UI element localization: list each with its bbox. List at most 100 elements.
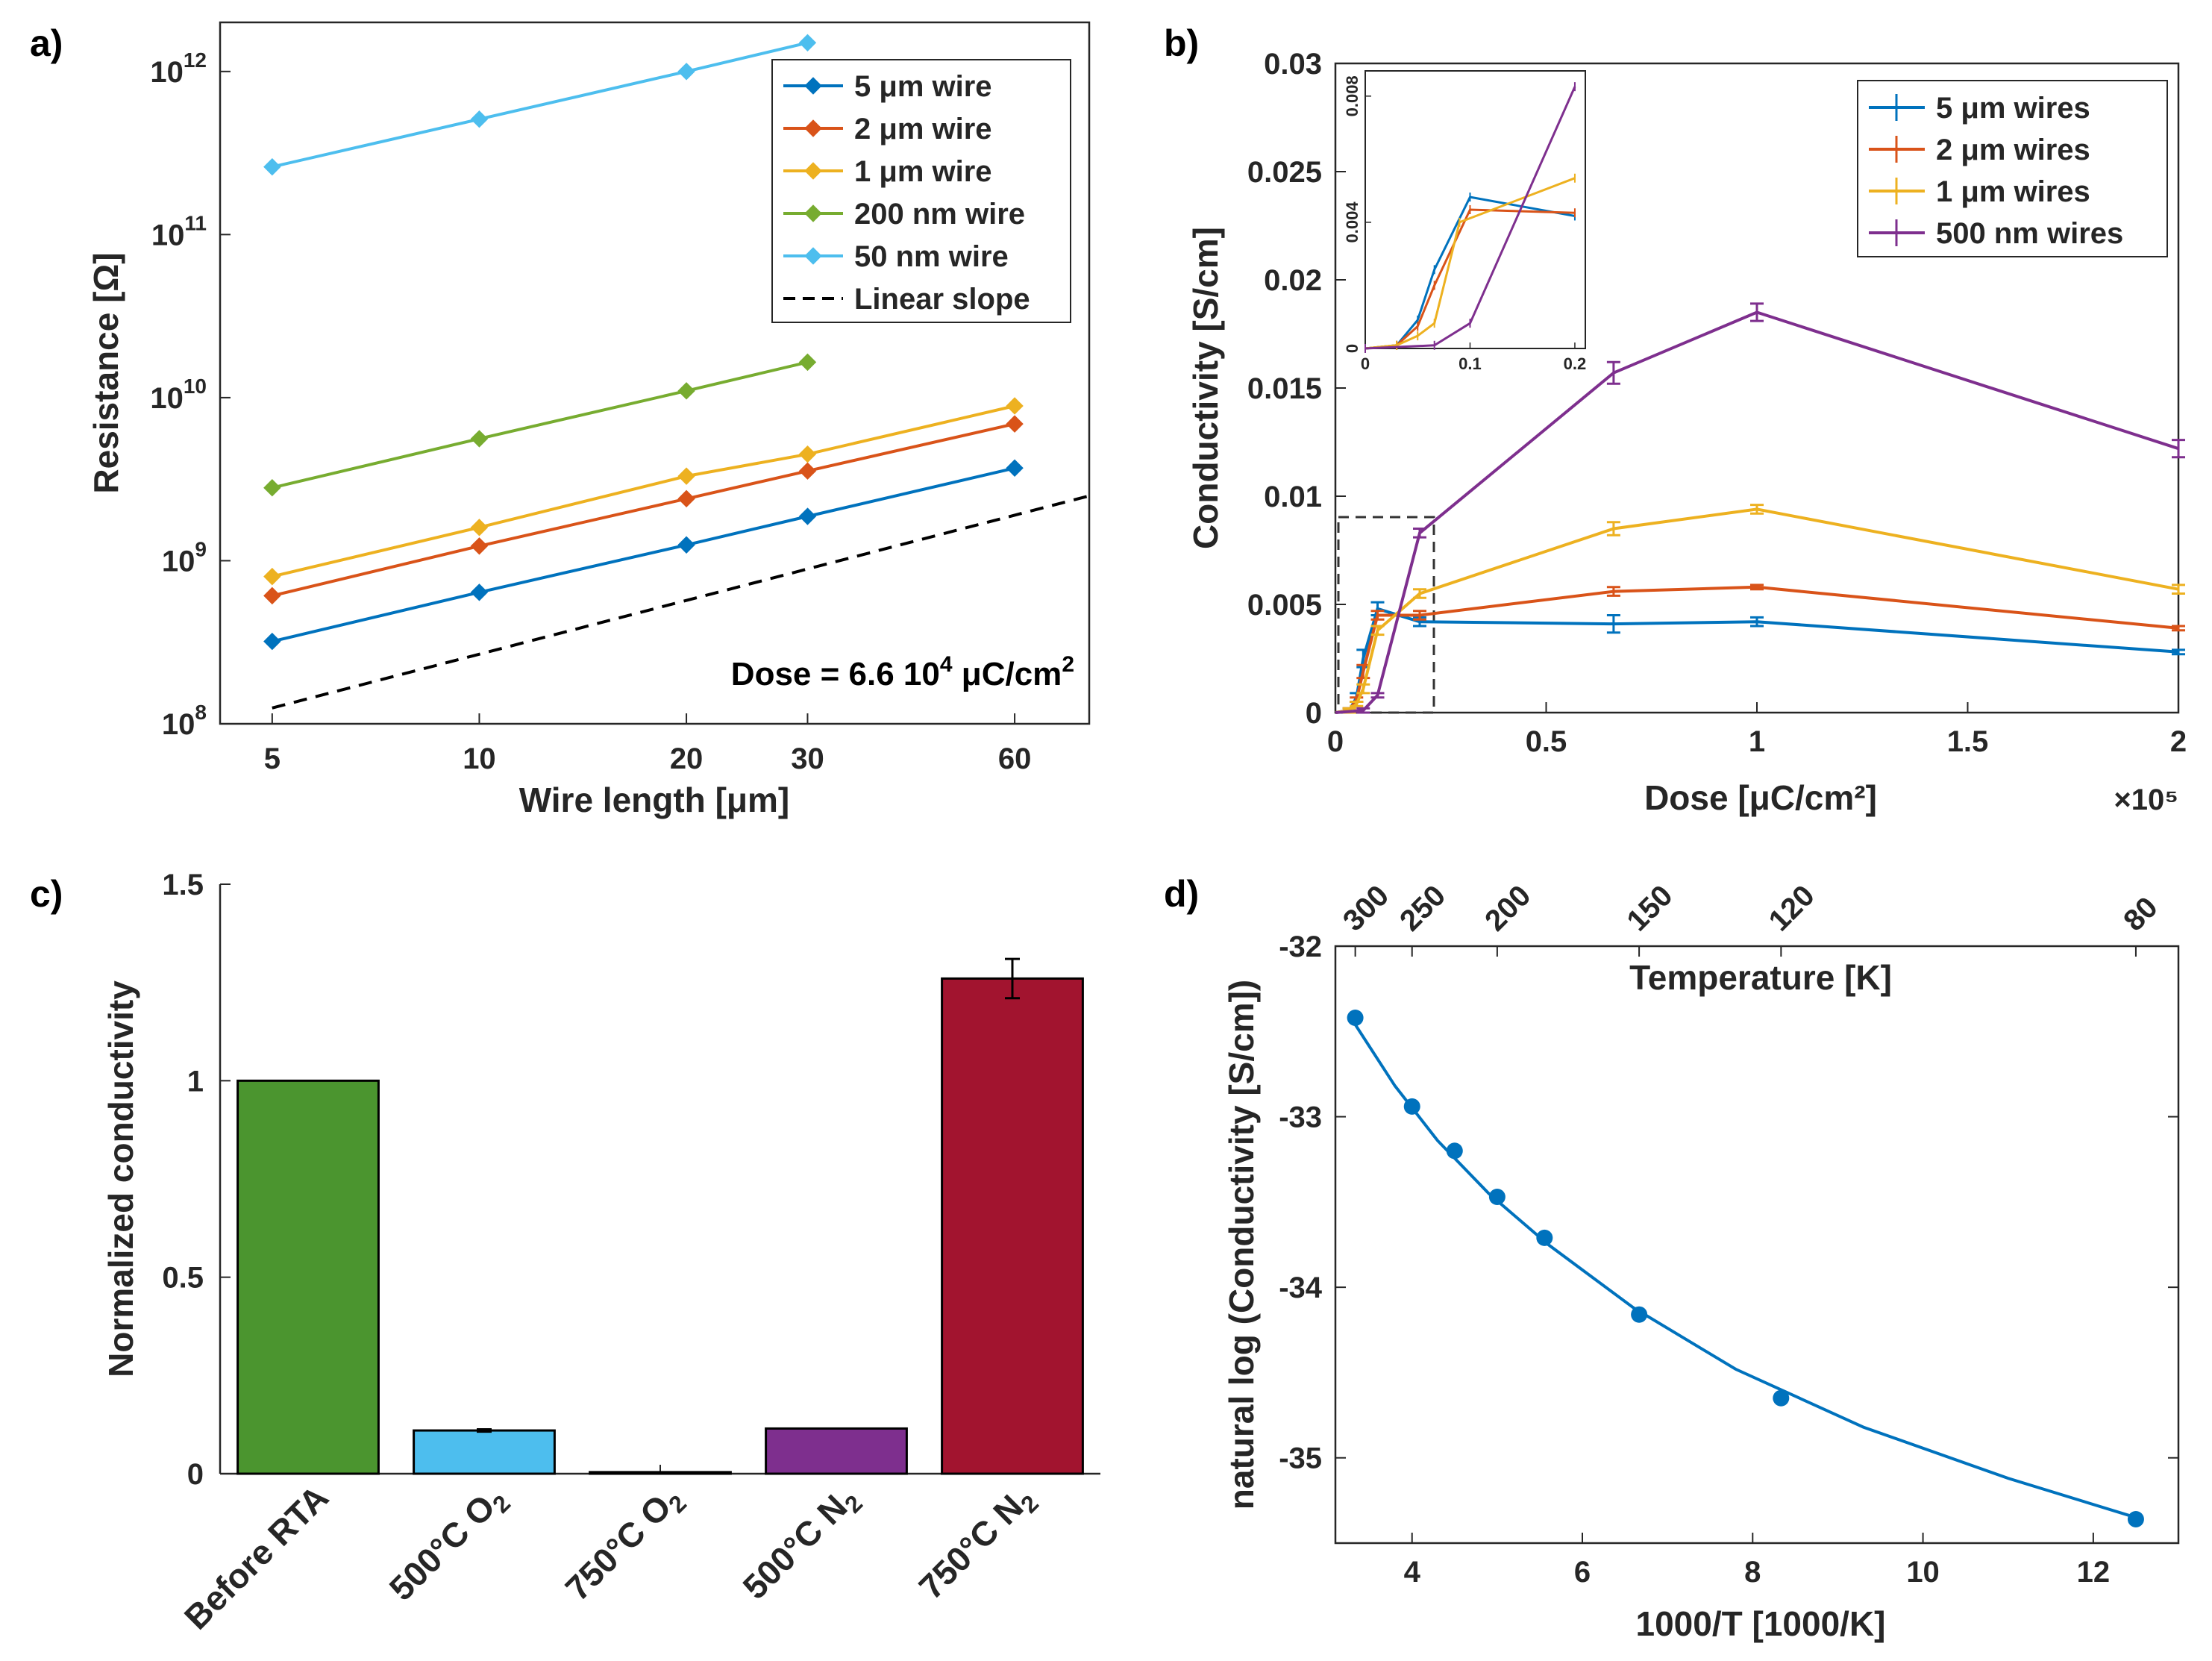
panel-a-data-point [1006, 415, 1024, 433]
panel-a-data-point [263, 586, 281, 605]
panel-a-legend-label: 5 μm wire [854, 70, 992, 103]
panel-a-data-point [470, 430, 489, 448]
panel-c-bar [765, 1427, 908, 1475]
panel-c-x-tick-label: 500°C O2 [382, 1477, 516, 1611]
panel-a-data-point [798, 445, 817, 463]
panel-a-ylabel: Resistance [Ω] [87, 252, 125, 493]
panel-d-top-tick-label: 80 [2117, 891, 2164, 938]
panel-a-data-point [1006, 397, 1024, 415]
panel-c-bar [236, 1079, 380, 1475]
panel-a-x-tick-label: 30 [791, 742, 824, 775]
inset-series-line [1365, 177, 1576, 350]
panel-a-x-tick-label: 10 [463, 742, 496, 775]
inset-x-tick-label: 0 [1361, 354, 1370, 373]
panel-label-a: a) [30, 22, 63, 64]
panel-a-x-tick-label: 20 [670, 742, 704, 775]
panel-a-data-point [470, 519, 489, 537]
panel-d-xlabel: 1000/T [1000/K] [1636, 1604, 1886, 1643]
panel-label-d: d) [1164, 873, 1199, 915]
inset-y-tick-label: 0.004 [1343, 201, 1362, 243]
panel-d-x-tick-label: 12 [2077, 1556, 2111, 1589]
panel-label-c: c) [30, 873, 63, 915]
panel-d-top-tick-label: 300 [1337, 879, 1395, 937]
panel-d-data-point [1536, 1229, 1553, 1246]
panel-a-dose-annotation: Dose = 6.6 104 μC/cm2 [731, 652, 1074, 692]
inset-x-tick-label: 0.2 [1564, 354, 1587, 373]
panel-c-y-tick-label: 1 [187, 1065, 204, 1098]
panel-a-data-point [798, 353, 817, 372]
panel-b-y-tick-label: 0.025 [1247, 156, 1322, 189]
panel-d-ylabel: natural log (Conductivity [S/cm]) [1222, 980, 1261, 1510]
panel-a-data-point [677, 536, 695, 554]
panel-a-legend-marker [804, 77, 822, 95]
panel-a-legend-marker [804, 162, 822, 180]
panel-b-y-tick-label: 0.01 [1264, 481, 1322, 513]
panel-a-chart: 5 10 20 30 60 108 109 1010 1011 1012 Wire length … [87, 21, 1091, 819]
panel-c-bar [413, 1429, 556, 1475]
panel-a-data-point [1006, 459, 1024, 477]
panel-a-xlabel: Wire length [μm] [519, 781, 790, 819]
panel-d-x-tick-label: 10 [1906, 1556, 1940, 1589]
panel-a-y-tick-label: 1010 [150, 375, 207, 415]
panel-a-data-point [470, 584, 489, 601]
inset-x-tick-label: 0.1 [1459, 354, 1482, 373]
inset-y-tick-label: 0.008 [1343, 75, 1362, 116]
panel-a-legend-label: Linear slope [854, 283, 1030, 316]
panel-a-legend-marker [804, 247, 822, 265]
panel-a-data-point [798, 507, 817, 525]
panel-a-x-tick-label: 60 [998, 742, 1032, 775]
panel-b-ylabel: Conductivity [S/cm] [1186, 227, 1225, 549]
panel-d-data-point [1488, 1189, 1506, 1205]
panel-d-data-point [1347, 1010, 1364, 1026]
panel-c-y-tick-label: 0 [187, 1458, 204, 1491]
panel-a-data-point [263, 632, 281, 651]
panel-b-xlabel: Dose [μC/cm²] [1644, 778, 1877, 817]
panel-b-x-tick-label: 0 [1327, 725, 1344, 758]
panel-b-x-tick-label: 0.5 [1526, 725, 1567, 758]
panel-a-legend-label: 1 μm wire [854, 155, 992, 188]
panel-a-data-point [263, 567, 281, 586]
panel-a-x-tick-label: 5 [264, 742, 281, 775]
panel-b-legend-label: 1 μm wires [1936, 175, 2090, 208]
panel-c-bar [589, 1471, 732, 1475]
panel-b-y-tick-label: 0.005 [1247, 589, 1322, 622]
panel-c-x-tick-label: 750°C N2 [911, 1477, 1044, 1610]
panel-b-x-tick-label: 1 [1749, 725, 1765, 758]
panel-a-data-point [677, 467, 695, 485]
panel-a-data-point [677, 382, 695, 400]
panel-b-chart: 0 0.5 1 1.5 2 0 0.005 0.01 0.015 0.02 0.025 0.03 Do… [1186, 48, 2187, 817]
panel-a-y-tick-label: 108 [162, 701, 207, 741]
panel-d-y-tick-label: -34 [1279, 1271, 1323, 1304]
panel-b-y-tick-label: 0 [1306, 697, 1322, 730]
panel-c-y-tick-label: 1.5 [162, 869, 204, 901]
panel-a-series-line [272, 41, 808, 169]
panel-d-data-point [1631, 1306, 1648, 1323]
panel-b-y-tick-label: 0.03 [1264, 48, 1322, 81]
panel-a-data-point [677, 63, 695, 81]
panel-label-b: b) [1164, 22, 1199, 64]
panel-d-top-tick-label: 250 [1394, 879, 1452, 937]
panel-a-y-tick-label: 1011 [151, 211, 207, 251]
panel-b-x-multiplier: ×10⁵ [2114, 783, 2178, 816]
panel-a-data-point [263, 479, 281, 497]
panel-b-legend: 5 μm wires 2 μm wires 1 μm wires 500 nm wir… [1857, 80, 2168, 257]
panel-c-y-tick-label: 0.5 [162, 1262, 204, 1295]
panel-a-data-point [798, 34, 817, 52]
panel-d-x-tick-label: 4 [1404, 1556, 1421, 1589]
panel-b-inset: 0 0.1 0.2 0 0.004 0.008 [1343, 70, 1587, 373]
panel-d-y-tick-label: -35 [1279, 1442, 1322, 1475]
panel-d-x-tick-label: 6 [1574, 1556, 1591, 1589]
panel-c-x-tick-label: 500°C N2 [735, 1477, 868, 1610]
panel-a-data-point [798, 462, 817, 480]
panel-a-series-line-dashed [272, 494, 1090, 710]
panel-c-bar [941, 977, 1084, 1475]
panel-a-data-point [677, 489, 695, 508]
panel-c-x-tick-label: 750°C O2 [558, 1477, 692, 1611]
inset-y-tick-label: 0 [1343, 344, 1362, 353]
panel-a-data-point [470, 110, 489, 128]
panel-d-top-tick-label: 150 [1620, 879, 1679, 937]
panel-b-legend-box [1857, 80, 2168, 257]
panel-d-data-point [2127, 1511, 2144, 1527]
panel-a-legend-box [771, 59, 1071, 323]
